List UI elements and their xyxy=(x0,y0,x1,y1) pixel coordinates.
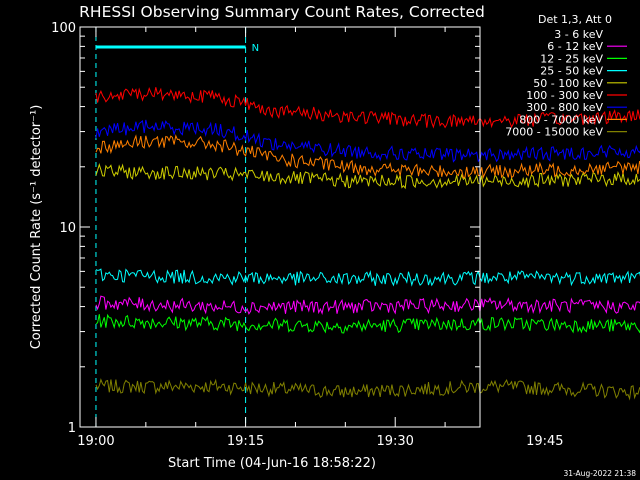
series-line-1-0 xyxy=(95,313,640,334)
axes-layer: 11010019:0019:1519:3019:4520:0020:1520:3… xyxy=(51,21,563,449)
series-2 xyxy=(95,295,640,315)
series-1 xyxy=(95,313,640,334)
legend-header: Det 1,3, Att 0 xyxy=(538,13,612,26)
y-tick-label-0: 1 xyxy=(68,421,76,436)
footer-timestamp: 31-Aug-2022 21:38 xyxy=(563,469,636,478)
series-5 xyxy=(95,134,640,179)
flag-label-0: N xyxy=(252,43,259,54)
series-line-6-0 xyxy=(95,119,640,163)
legend-label-6: 300 - 800 keV xyxy=(526,101,603,114)
legend-label-3: 25 - 50 keV xyxy=(540,65,603,78)
series-line-2-0 xyxy=(95,295,640,315)
chart-title: RHESSI Observing Summary Count Rates, Co… xyxy=(79,3,485,21)
x-tick-label-1: 19:15 xyxy=(227,434,264,449)
series-layer xyxy=(95,87,640,401)
y-tick-label-2: 100 xyxy=(51,21,76,36)
series-line-0-0 xyxy=(95,378,640,401)
legend-label-0: 3 - 6 keV xyxy=(554,28,603,41)
legend-label-5: 100 - 300 keV xyxy=(526,89,603,102)
y-tick-label-1: 10 xyxy=(59,221,76,236)
x-tick-label-0: 19:00 xyxy=(77,434,114,449)
series-3 xyxy=(95,268,640,287)
series-0 xyxy=(95,378,640,401)
series-line-4-0 xyxy=(95,163,640,190)
x-tick-label-3: 19:45 xyxy=(526,434,563,449)
series-6 xyxy=(95,119,640,163)
x-axis-label: Start Time (04-Jun-16 18:58:22) xyxy=(168,456,376,471)
legend-label-8: 7000 - 15000 keV xyxy=(505,126,603,139)
series-line-7-0 xyxy=(95,87,640,129)
legend-label-1: 6 - 12 keV xyxy=(547,40,603,53)
legend-label-7: 800 - 7000 keV xyxy=(519,113,603,126)
legend-label-4: 50 - 100 keV xyxy=(533,77,603,90)
legend-label-2: 12 - 25 keV xyxy=(540,52,603,65)
y-axis-label: Corrected Count Rate (s⁻¹ detector⁻¹) xyxy=(29,105,44,350)
series-4 xyxy=(95,163,640,190)
series-7 xyxy=(95,87,640,129)
series-line-5-0 xyxy=(95,134,640,179)
x-tick-label-2: 19:30 xyxy=(376,434,413,449)
series-line-3-0 xyxy=(95,268,640,287)
